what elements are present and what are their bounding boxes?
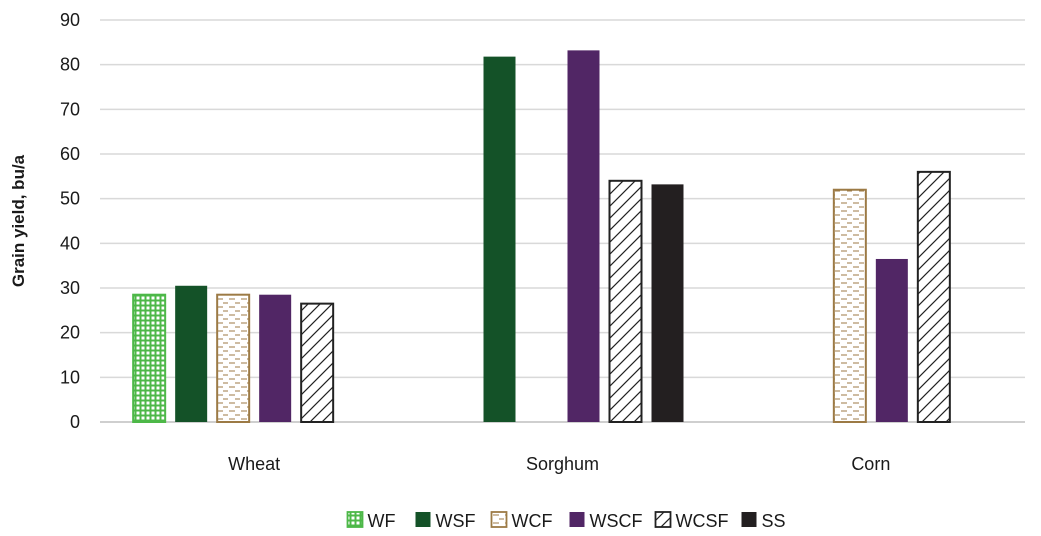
legend-item-wsf: WSF [415,511,476,531]
y-tick-label: 30 [60,278,80,298]
bar-wscf-wheat [259,294,292,422]
bar-wcsf-corn [916,170,951,423]
y-tick-label: 0 [70,412,80,432]
legend-item-wscf: WSCF [569,511,643,531]
bar-wcf-wheat [216,293,251,424]
y-tick-label: 20 [60,323,80,343]
bar-wf-wheat [132,293,167,424]
bar-wscf-sorghum [567,50,600,423]
y-tick-label: 70 [60,99,80,119]
legend-swatch [741,512,757,527]
y-tick-label: 10 [60,367,80,387]
bar-wsf-wheat [175,285,208,422]
legend-swatch [569,512,585,527]
legend-label: WCSF [676,511,729,531]
legend-label: WSCF [590,511,643,531]
legend-item-wcsf: WCSF [654,511,729,531]
y-axis-ticks: 0 10 20 30 40 50 60 70 80 90 [60,10,80,432]
x-category-label: Sorghum [526,454,599,474]
legend-label: WF [368,511,396,531]
legend-label: SS [762,511,786,531]
legend-label: WSF [436,511,476,531]
legend-swatch [415,512,431,527]
y-tick-label: 50 [60,189,80,209]
bar-wcsf-wheat [300,302,335,423]
bar-wscf-corn [875,258,908,422]
legend: WF WSF WCF WSCF WCSF SS [346,511,786,531]
legend-item-ss: SS [741,511,786,531]
bar-wcf-corn [832,188,867,423]
bar-wsf-sorghum [483,56,516,422]
x-axis-categories: Wheat Sorghum Corn [228,454,890,474]
legend-swatch [654,511,672,528]
legend-swatch [490,511,508,528]
bar-ss-sorghum [651,184,684,422]
y-axis-title: Grain yield, bu/a [9,154,28,287]
x-category-label: Wheat [228,454,280,474]
legend-label: WCF [512,511,553,531]
legend-item-wf: WF [346,511,396,531]
legend-swatch [346,511,364,528]
gridlines [100,19,1025,423]
y-tick-label: 90 [60,10,80,30]
x-category-label: Corn [851,454,890,474]
bars [132,50,951,424]
y-tick-label: 60 [60,144,80,164]
y-tick-label: 80 [60,55,80,75]
bar-wcsf-sorghum [608,179,643,423]
legend-item-wcf: WCF [490,511,553,531]
y-tick-label: 40 [60,233,80,253]
